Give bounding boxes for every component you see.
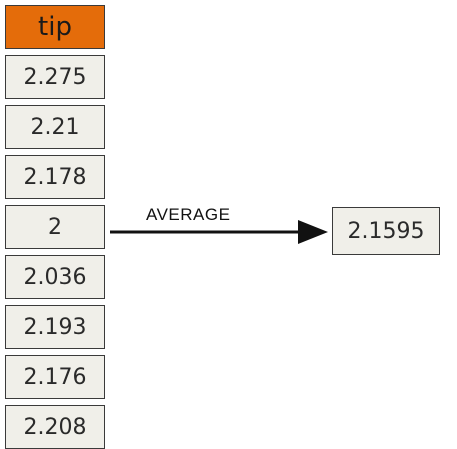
tip-value-cell: 2.193	[5, 305, 105, 349]
tip-header: tip	[5, 5, 105, 49]
tip-value-cell: 2.275	[5, 55, 105, 99]
tip-value-cell: 2.21	[5, 105, 105, 149]
tip-value-cell: 2.176	[5, 355, 105, 399]
tip-value-cell: 2	[5, 205, 105, 249]
tip-column: tip 2.275 2.21 2.178 2 2.036 2.193 2.176…	[5, 5, 105, 449]
average-arrow	[110, 220, 328, 244]
average-label: AVERAGE	[146, 205, 231, 224]
tip-value-cell: 2.208	[5, 405, 105, 449]
tip-value-cell: 2.036	[5, 255, 105, 299]
arrow-head	[298, 220, 328, 244]
tip-value-cell: 2.178	[5, 155, 105, 199]
average-result-cell: 2.1595	[332, 207, 440, 255]
